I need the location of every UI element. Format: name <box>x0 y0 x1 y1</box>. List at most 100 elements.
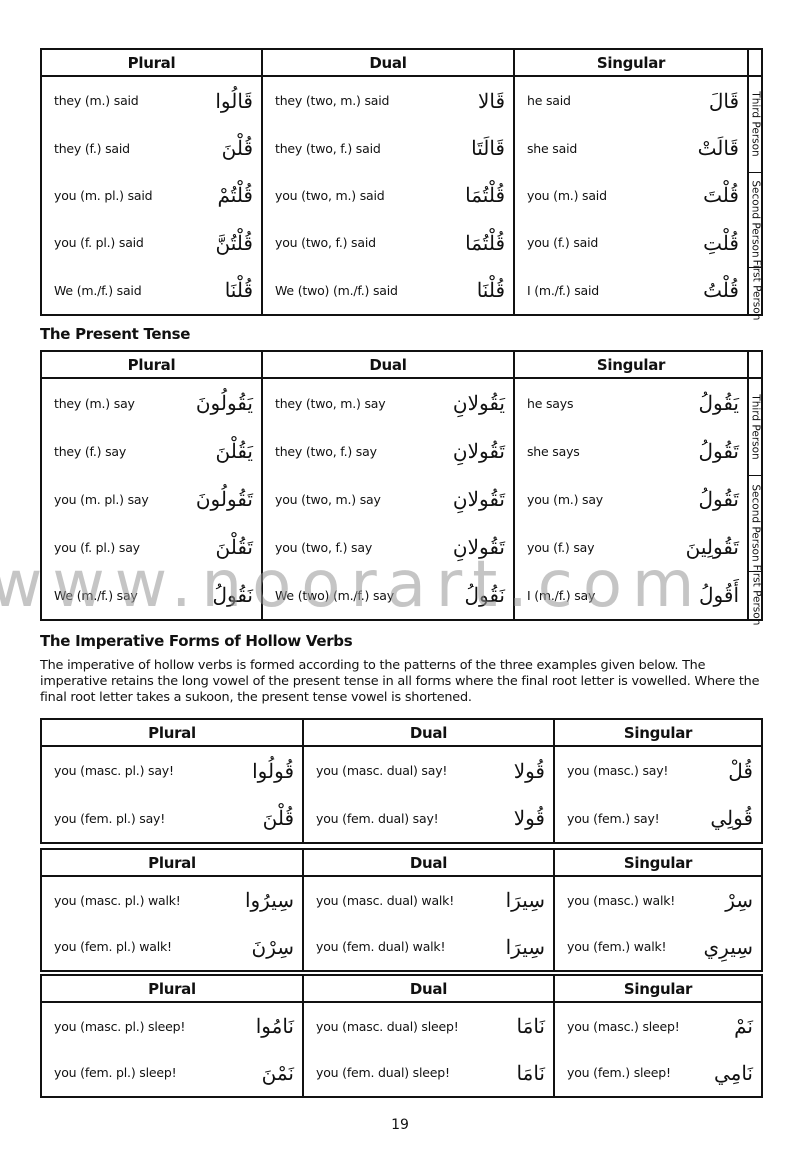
english-meaning: they (two, m.) say <box>275 395 386 411</box>
imperative-explanation: The imperative of hollow verbs is formed… <box>40 658 760 705</box>
english-meaning: you (f.) say <box>527 539 595 555</box>
table-cell: you (two, m.) say تَقُولانِ <box>263 475 513 523</box>
person-label: Second Person <box>749 475 763 572</box>
english-meaning: We (m./f.) say <box>54 587 138 603</box>
english-meaning: you (fem. dual) walk! <box>316 939 446 955</box>
arabic-verb: سِيرِي <box>703 934 753 959</box>
table-cell: they (two, f.) say تَقُولانِ <box>263 427 513 475</box>
table-cell: you (m.) say تَقُولُ <box>515 475 747 523</box>
english-meaning: they (m.) said <box>54 93 139 109</box>
table-cell: she says تَقُولُ <box>515 427 747 475</box>
english-meaning: you (f.) said <box>527 235 599 251</box>
table-cell: they (f.) say يَقُلْنَ <box>42 427 261 475</box>
table-cell: you (masc.) say! قُلْ <box>555 747 761 795</box>
english-meaning: I (m./f.) say <box>527 587 596 603</box>
person-column: Third Person Second Person First Person <box>747 77 763 321</box>
arabic-verb: سِيرُوا <box>244 888 294 913</box>
english-meaning: you (m.) say <box>527 491 603 507</box>
table-cell: you (masc.) walk! سِرْ <box>555 877 761 924</box>
english-meaning: they (two, m.) said <box>275 93 390 109</box>
table-cell: they (two, m.) said قَالا <box>263 77 513 124</box>
english-meaning: you (fem.) say! <box>567 810 660 826</box>
arabic-verb: قُولا <box>513 806 545 831</box>
column-singular: he said قَالَ she said قَالَتْ you (m.) said… <box>513 77 747 314</box>
english-meaning: you (fem.) sleep! <box>567 1065 671 1081</box>
arabic-verb: نَمْنَ <box>261 1060 294 1085</box>
table-cell: you (two, f.) say تَقُولانِ <box>263 523 513 571</box>
arabic-verb: نَامَا <box>516 1014 545 1039</box>
table-cell: you (masc.) sleep! نَمْ <box>555 1003 761 1050</box>
column-header-dual: Dual <box>302 850 553 877</box>
english-meaning: you (f. pl.) say <box>54 539 140 555</box>
person-label-text: First Person <box>750 259 762 321</box>
table-cell: you (fem.) say! قُولِي <box>555 795 761 843</box>
english-meaning: he says <box>527 395 574 411</box>
english-meaning: We (two) (m./f.) say <box>275 587 394 603</box>
english-meaning: they (m.) say <box>54 395 135 411</box>
arabic-verb: قَالَتَا <box>471 136 505 161</box>
table-cell: you (two, f.) said قُلْتُمَا <box>263 219 513 266</box>
english-meaning: We (m./f.) said <box>54 282 142 298</box>
arabic-verb: قُلْ <box>728 758 753 783</box>
english-meaning: you (two, m.) say <box>275 491 381 507</box>
arabic-verb: قُلْنَا <box>476 278 505 303</box>
person-label: Second Person <box>749 172 763 268</box>
arabic-verb: قَالُوا <box>215 88 253 113</box>
arabic-verb: قُلْنَا <box>224 278 253 303</box>
table-cell: you (m.) said قُلْتَ <box>515 172 747 219</box>
column-dual: they (two, m.) say يَقُولانِ they (two, f.… <box>261 379 513 619</box>
arabic-verb: سِرْ <box>725 888 753 913</box>
column-plural: you (masc. pl.) sleep! نَامُوا you (fem. p… <box>42 1003 302 1096</box>
person-label-text: Third Person <box>750 394 762 460</box>
page-number: 19 <box>391 1117 409 1133</box>
table-cell: he said قَالَ <box>515 77 747 124</box>
table-cell: you (fem. dual) say! قُولا <box>304 795 553 843</box>
arabic-verb: قُلْتُنَّ <box>215 230 253 255</box>
column-header-plural: Plural <box>42 850 302 877</box>
arabic-verb: سِيرَا <box>505 934 545 959</box>
english-meaning: you (masc.) say! <box>567 763 669 779</box>
table-cell: she said قَالَتْ <box>515 124 747 171</box>
table-cell: you (fem. pl.) walk! سِرْنَ <box>42 924 302 971</box>
arabic-verb: قُولِي <box>710 806 753 831</box>
table-cell: you (f.) say تَقُولِينَ <box>515 523 747 571</box>
column-plural: they (m.) say يَقُولُونَ they (f.) say يَقُ… <box>42 379 261 619</box>
present-tense-title: The Present Tense <box>40 325 191 343</box>
arabic-verb: سِرْنَ <box>251 934 294 959</box>
table-cell: you (f. pl.) said قُلْتُنَّ <box>42 219 261 266</box>
english-meaning: they (two, f.) said <box>275 140 381 156</box>
table-cell: you (fem. pl.) say! قُلْنَ <box>42 795 302 843</box>
column-header-plural: Plural <box>42 352 261 379</box>
english-meaning: you (two, m.) said <box>275 187 385 203</box>
arabic-verb: تَقُولُونَ <box>195 487 253 511</box>
table-cell: you (masc. pl.) walk! سِيرُوا <box>42 877 302 924</box>
arabic-verb: قَالا <box>477 88 505 113</box>
arabic-verb: نَمْ <box>734 1014 753 1039</box>
english-meaning: you (masc. dual) walk! <box>316 892 455 908</box>
imperative-sleep-table: Plural you (masc. pl.) sleep! نَامُوا you (… <box>40 974 763 1098</box>
english-meaning: you (masc. dual) say! <box>316 763 448 779</box>
person-label-text: Second Person <box>750 180 763 258</box>
table-cell: they (m.) said قَالُوا <box>42 77 261 124</box>
arabic-verb: يَقُولُونَ <box>195 391 253 415</box>
english-meaning: you (m. pl.) said <box>54 187 153 203</box>
person-column: Third Person Second Person First Person <box>747 379 763 626</box>
english-meaning: you (masc. pl.) walk! <box>54 892 181 908</box>
english-meaning: you (masc. pl.) sleep! <box>54 1018 186 1034</box>
english-meaning: you (fem.) walk! <box>567 939 667 955</box>
arabic-verb: نَامُوا <box>255 1014 294 1039</box>
table-cell: I (m./f.) say أَقُولُ <box>515 571 747 619</box>
table-cell: you (masc. dual) sleep! نَامَا <box>304 1003 553 1050</box>
past-tense-table: Plural they (m.) said قَالُوا they (f.) sai… <box>40 48 763 321</box>
table-cell: they (two, f.) said قَالَتَا <box>263 124 513 171</box>
arabic-verb: قَالَتْ <box>697 136 739 161</box>
person-label-text: Third Person <box>750 91 762 158</box>
english-meaning: they (f.) said <box>54 140 130 156</box>
table-cell: you (masc. pl.) sleep! نَامُوا <box>42 1003 302 1050</box>
column-header-singular: Singular <box>513 50 747 77</box>
table-cell: you (fem. dual) sleep! نَامَا <box>304 1050 553 1097</box>
person-label: First Person <box>749 565 763 626</box>
table-cell: they (f.) said قُلْنَ <box>42 124 261 171</box>
column-singular: you (masc.) sleep! نَمْ you (fem.) sleep! ن… <box>553 1003 761 1096</box>
column-header-dual: Dual <box>302 976 553 1003</box>
